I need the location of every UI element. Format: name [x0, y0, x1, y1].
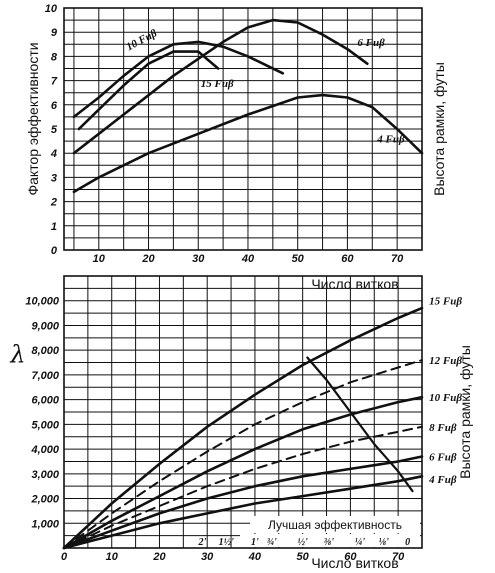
series-label: 15 Fuβ	[429, 296, 462, 308]
series-line-6-fu	[62, 455, 424, 550]
x-tick-label: 0	[61, 551, 68, 563]
y-tick-label: 8,000	[31, 345, 59, 357]
series-label: 10 Fuβ	[429, 392, 462, 404]
series-line-15-fu	[62, 306, 424, 550]
height-scale-label: 0	[405, 537, 410, 548]
x-axis-title-backing	[296, 274, 416, 294]
y-tick-label: 4	[50, 148, 57, 160]
series-label: 6 Fuβ	[357, 37, 385, 49]
y-tick-label: 6,000	[31, 395, 59, 407]
x-tick-label: 60	[344, 551, 357, 563]
series-line-12-fu	[63, 359, 423, 549]
y-tick-label: 6	[51, 100, 58, 112]
x-tick-label: 50	[292, 253, 305, 265]
y-axis-title: Фактор эффективности	[25, 42, 41, 195]
y-tick-label: 2,000	[30, 494, 59, 506]
efficiency-factor-chart: 10 20 30 40 50 60 70 0 1 2 3 4 5 6 7 8 9 10 Фактор эффекти…	[25, 3, 447, 294]
series-line-10-fu	[62, 395, 424, 550]
right-axis-title: Высота рамки, футы	[457, 345, 473, 479]
series-label: 8 Fuβ	[429, 422, 457, 434]
height-scale-label: ½'	[298, 537, 309, 548]
height-scale-label: ¼'	[355, 537, 366, 548]
x-tick-label: 70	[391, 253, 404, 265]
y-tick-label: 8	[51, 51, 58, 63]
y-axis-title: λ	[9, 341, 25, 369]
x-tick-label: 20	[152, 551, 166, 563]
series-label: 6 Fuβ	[429, 452, 457, 464]
series-label: 4 Fuβ	[428, 474, 457, 486]
x-tick-label: 10	[93, 253, 106, 265]
x-tick-label: 40	[248, 551, 262, 563]
y-tick-label: 9	[51, 27, 58, 39]
y-tick-label: 10,000	[25, 296, 60, 308]
plot-frame	[63, 7, 423, 251]
x-tick-label: 50	[297, 551, 310, 563]
y-tick-label: 9,000	[31, 320, 59, 332]
height-scale-label: 1½'	[219, 537, 235, 548]
height-scale-label: 2'	[198, 537, 207, 548]
y-tick-label: 10	[45, 3, 58, 15]
y-tick-label: 5,000	[31, 419, 59, 431]
series-line-4-fu	[72, 93, 424, 194]
series-label: 4 Fuβ	[376, 134, 405, 146]
y-tick-label: 1,000	[31, 518, 59, 530]
x-tick-label: 10	[106, 551, 119, 563]
annotation-backing	[250, 516, 420, 533]
x-tick-label: 20	[141, 253, 155, 265]
height-scale-label: 1'	[251, 537, 259, 548]
lambda-chart: 0 10 20 30 40 50 60 70 1,000 2,000 3,000 4,000 5,000…	[9, 275, 473, 571]
y-tick-label: 0	[51, 245, 58, 257]
x-axis-title: Число витков	[311, 276, 398, 292]
y-tick-label: 7	[51, 76, 58, 88]
series-line-10-fu	[72, 40, 285, 119]
x-tick-label: 30	[192, 253, 205, 265]
series-label: 12 Fuβ	[429, 355, 462, 367]
series-label: 15 Fuβ	[201, 78, 234, 90]
y-tick-label: 2	[50, 197, 57, 209]
series-label: 10 Fuβ	[124, 27, 159, 53]
y-tick-label: 3,000	[31, 469, 59, 481]
x-tick-label: 30	[201, 551, 214, 563]
y-tick-label: 7,000	[31, 370, 59, 382]
height-scale-label: ⅜'	[324, 537, 335, 548]
best-efficiency-annotation: Лучшая эффективность	[268, 518, 402, 532]
height-scale-label: ⅛'	[379, 537, 390, 548]
y-tick-label: 5	[51, 124, 58, 136]
height-scale-backing	[240, 534, 420, 547]
height-scale-label: ¾'	[266, 537, 277, 548]
plot-frame	[63, 275, 423, 549]
series-line-series-6	[306, 356, 414, 493]
x-tick-label: 60	[341, 253, 354, 265]
series-line-6-fu	[72, 18, 369, 155]
series-line-15-fu	[77, 50, 220, 131]
y-tick-label: 3	[51, 172, 57, 184]
series-line-8-fu	[63, 425, 423, 549]
x-tick-label: 40	[241, 253, 255, 265]
y-tick-label: 1	[51, 221, 57, 233]
series-line-4-fu	[62, 474, 424, 550]
right-axis-title: Высота рамки, футы	[431, 62, 447, 196]
y-tick-label: 4,000	[30, 444, 59, 456]
x-axis-title: Число витков	[311, 555, 398, 571]
x-tick-label: 70	[392, 551, 405, 563]
